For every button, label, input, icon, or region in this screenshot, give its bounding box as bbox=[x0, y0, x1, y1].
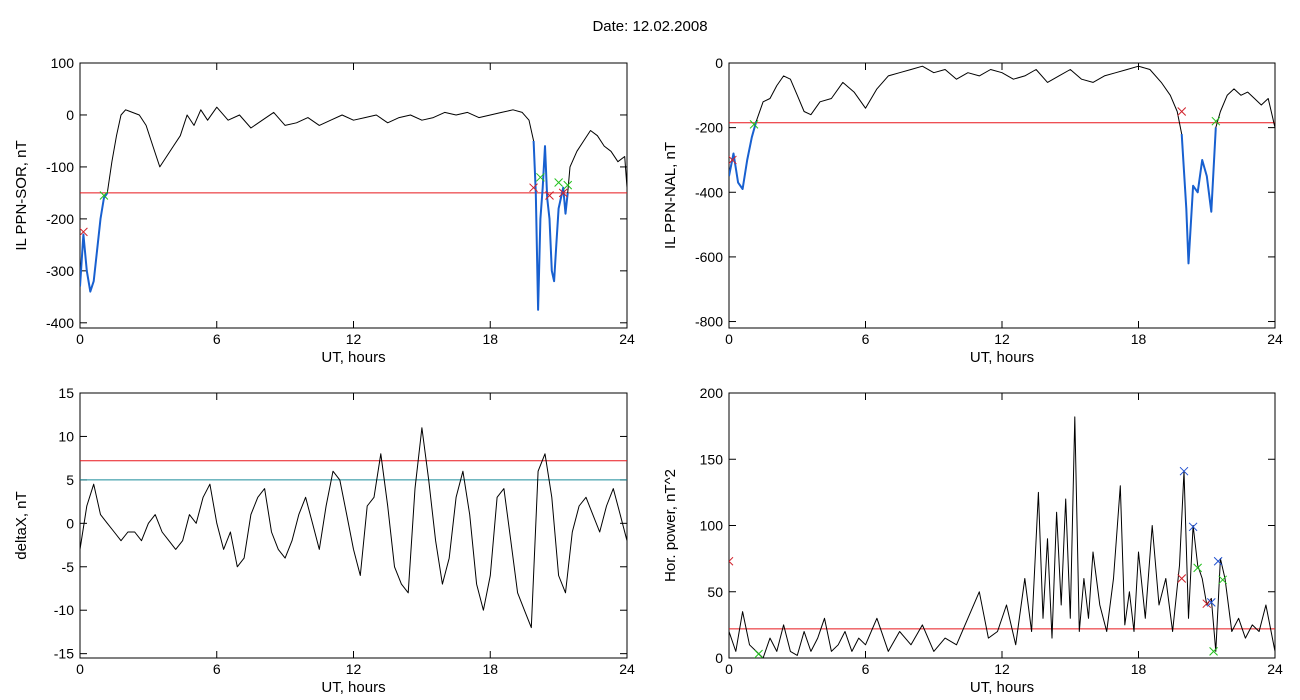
y-tick-label: 150 bbox=[700, 451, 724, 467]
marker-green bbox=[1218, 575, 1228, 585]
marker-blue bbox=[1188, 522, 1198, 532]
marker-red bbox=[1177, 107, 1187, 116]
y-tick-label: 0 bbox=[715, 650, 723, 666]
plot-area bbox=[729, 65, 1275, 265]
page-title: Date: 12.02.2008 bbox=[592, 18, 708, 35]
marker-green bbox=[99, 191, 109, 200]
y-tick-label: 0 bbox=[66, 107, 74, 123]
plot-area bbox=[80, 106, 627, 311]
y-tick-label: -15 bbox=[54, 646, 74, 662]
marker-green bbox=[749, 120, 759, 129]
x-tick-label: 24 bbox=[619, 661, 635, 677]
x-axis-label: UT, hours bbox=[970, 349, 1034, 366]
marker-red bbox=[545, 191, 554, 200]
highlight-series-line bbox=[80, 192, 109, 293]
plot-area bbox=[80, 427, 627, 629]
y-tick-label: -300 bbox=[46, 263, 74, 279]
x-tick-label: 12 bbox=[994, 661, 1010, 677]
x-tick-label: 12 bbox=[346, 661, 362, 677]
highlight-series-line bbox=[1180, 127, 1217, 265]
y-tick-label: 5 bbox=[66, 472, 74, 488]
y-tick-label: -100 bbox=[46, 159, 74, 175]
y-tick-label: -600 bbox=[695, 249, 723, 265]
x-tick-label: 0 bbox=[725, 331, 733, 347]
marker-blue bbox=[1179, 466, 1189, 476]
marker-blue bbox=[1213, 556, 1223, 566]
y-axis-label: deltaX, nT bbox=[13, 491, 30, 559]
y-tick-label: 100 bbox=[51, 55, 75, 71]
marker-red bbox=[729, 556, 734, 566]
y-tick-label: 100 bbox=[700, 518, 724, 534]
marker-green bbox=[554, 178, 563, 187]
x-tick-label: 18 bbox=[482, 661, 498, 677]
marker-red bbox=[529, 183, 538, 193]
x-tick-label: 24 bbox=[1267, 331, 1283, 347]
marker-red bbox=[729, 155, 737, 165]
y-tick-label: 0 bbox=[715, 55, 723, 71]
marker-green bbox=[536, 172, 545, 182]
x-tick-label: 24 bbox=[619, 331, 635, 347]
panel-ppn-sor: 0 6 12 18 24 100 0 -100 -200 -300 -400 UT, hours IL … bbox=[13, 55, 635, 366]
x-tick-label: 6 bbox=[862, 661, 870, 677]
y-tick-label: -400 bbox=[46, 315, 74, 331]
y-tick-label: 200 bbox=[700, 385, 724, 401]
highlight-series-line bbox=[532, 140, 569, 311]
signal-series-line bbox=[729, 65, 1275, 264]
x-tick-label: 0 bbox=[76, 331, 84, 347]
x-tick-label: 6 bbox=[862, 331, 870, 347]
x-tick-label: 12 bbox=[994, 331, 1010, 347]
x-axis-label: UT, hours bbox=[321, 349, 385, 366]
y-axis-label: IL PPN-NAL, nT bbox=[662, 142, 679, 249]
panel-ppn-nal: 0 6 12 18 24 0 -200 -400 -600 -800 UT, hours IL PPN… bbox=[662, 55, 1283, 366]
y-tick-label: -200 bbox=[46, 211, 74, 227]
y-tick-label: -5 bbox=[62, 559, 75, 575]
y-axis-label: Hor. power, nT^2 bbox=[662, 469, 679, 582]
y-tick-label: -10 bbox=[54, 602, 74, 618]
highlight-series-line bbox=[729, 120, 758, 190]
marker-green bbox=[1211, 116, 1221, 126]
plot-area bbox=[729, 416, 1275, 658]
x-tick-label: 12 bbox=[346, 331, 362, 347]
x-tick-label: 6 bbox=[213, 331, 221, 347]
x-axis-label: UT, hours bbox=[970, 679, 1034, 696]
panel-hor-power: 0 6 12 18 24 200 150 100 50 0 UT, hours Hor. power,… bbox=[662, 385, 1283, 696]
plot-frame bbox=[79, 62, 628, 329]
signal-series-line bbox=[729, 416, 1275, 658]
signal-series-line bbox=[80, 427, 627, 629]
y-tick-label: 15 bbox=[58, 385, 74, 401]
marker-green bbox=[1209, 647, 1218, 656]
x-tick-label: 24 bbox=[1267, 661, 1283, 677]
x-tick-label: 18 bbox=[482, 331, 498, 347]
y-tick-label: 0 bbox=[66, 515, 74, 531]
signal-series-line bbox=[80, 106, 627, 311]
y-axis-label: IL PPN-SOR, nT bbox=[13, 140, 30, 250]
marker-red bbox=[80, 227, 88, 237]
marker-green bbox=[754, 649, 763, 658]
y-tick-label: 10 bbox=[58, 428, 74, 444]
y-tick-label: -400 bbox=[695, 184, 723, 200]
x-tick-label: 18 bbox=[1131, 661, 1147, 677]
marker-green bbox=[1193, 563, 1203, 573]
plot-frame bbox=[79, 392, 628, 659]
marker-blue bbox=[1206, 597, 1216, 607]
marker-red bbox=[558, 188, 568, 198]
x-tick-label: 18 bbox=[1131, 331, 1147, 347]
marker-green bbox=[563, 180, 573, 190]
y-tick-label: 50 bbox=[707, 584, 723, 600]
y-tick-label: -200 bbox=[695, 120, 723, 136]
panel-deltax: 0 6 12 18 24 15 10 5 0 -5 -10 -15 UT, hours deltaX, n… bbox=[13, 385, 635, 696]
x-tick-label: 0 bbox=[76, 661, 84, 677]
x-axis-label: UT, hours bbox=[321, 679, 385, 696]
x-tick-label: 6 bbox=[213, 661, 221, 677]
y-tick-label: -800 bbox=[695, 314, 723, 330]
marker-red bbox=[1177, 574, 1187, 583]
x-tick-label: 0 bbox=[725, 661, 733, 677]
